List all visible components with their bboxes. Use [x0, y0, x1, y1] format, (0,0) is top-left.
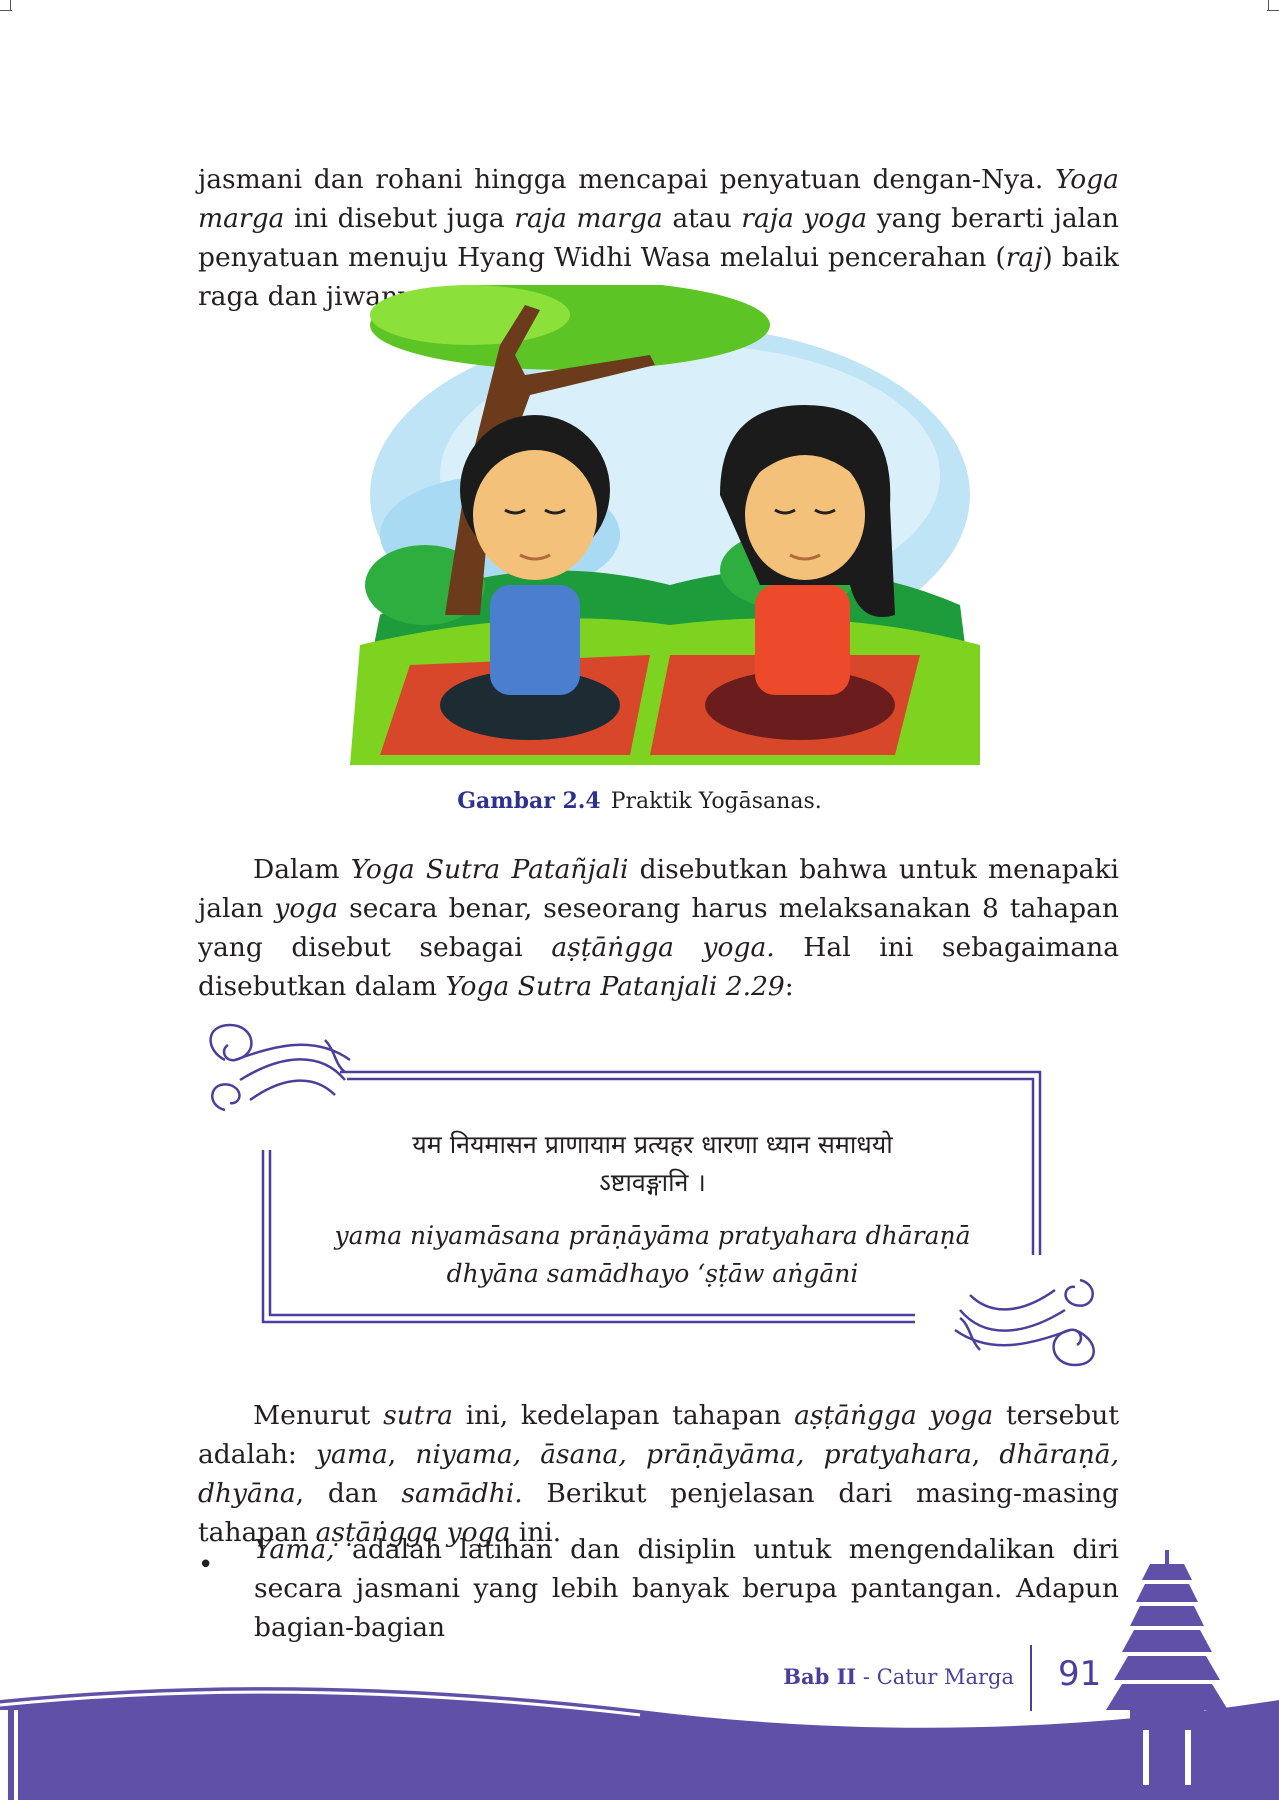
italic-term: aṣṭāṅgga yoga.: [551, 932, 774, 963]
italic-term: yama: [316, 1439, 388, 1470]
italic-term: Yoga Sutra Patanjali 2.29: [445, 971, 784, 1002]
text-run: ,: [388, 1439, 416, 1470]
footer-divider: [1030, 1645, 1032, 1711]
italic-term: raja marga: [514, 203, 662, 234]
text-run: Menurut: [253, 1400, 383, 1431]
italic-term: raja yoga: [741, 203, 867, 234]
footer-separator: -: [856, 1665, 876, 1689]
italic-term: samādhi.: [401, 1478, 522, 1509]
transliteration-line-1: yama niyamāsana prāṇāyāma pratyahara dhā…: [300, 1216, 1005, 1256]
paragraph-yoga-sutra: Dalam Yoga Sutra Patañjali disebutkan ba…: [198, 850, 1119, 1006]
page-number: 91: [1058, 1654, 1101, 1694]
text-run: Dalam: [253, 854, 351, 885]
sanskrit-verse-line-1: यम नियमासन प्राणायाम प्रत्यहर धारणा ध्या…: [300, 1125, 1005, 1165]
figure-caption-text: Praktik Yogāsanas.: [611, 789, 822, 814]
flourish-top-left: [211, 1025, 350, 1110]
italic-term: niyama, āsana, prāṇāyāma, pratyahara: [415, 1439, 971, 1470]
text-run: atau: [663, 203, 742, 234]
italic-term: raj: [1006, 242, 1043, 273]
transliteration-line-2: dhyāna samādhayo ‘ṣṭāw aṅgāni: [300, 1254, 1005, 1294]
footer-chapter: Bab II: [783, 1664, 856, 1689]
crop-mark: [0, 10, 12, 11]
crop-mark: [10, 0, 11, 10]
text-run: ini, kedelapan tahapan: [453, 1400, 794, 1431]
figure-caption: Gambar 2.4 Praktik Yogāsanas.: [0, 788, 1279, 814]
text-run: ini disebut juga: [284, 203, 514, 234]
italic-term: Yoga Sutra Patañjali: [351, 854, 629, 885]
text-run: :: [785, 971, 794, 1002]
italic-term: sutra: [383, 1400, 453, 1431]
text-run: ,: [972, 1439, 1000, 1470]
italic-term: yoga: [274, 893, 338, 924]
crop-mark: [1268, 0, 1269, 10]
text-run: , dan: [296, 1478, 402, 1509]
sanskrit-verse-line-2: ऽष्टावङ्गानि ।: [300, 1163, 1005, 1203]
crop-mark: [1267, 10, 1279, 11]
footer-title: Catur Marga: [877, 1665, 1014, 1689]
yoga-illustration: [350, 285, 980, 765]
text-run: jasmani dan rohani hingga mencapai penya…: [198, 164, 1055, 195]
paragraph-astangga: Menurut sutra ini, kedelapan tahapan aṣṭ…: [198, 1396, 1119, 1552]
italic-term: aṣṭāṅgga yoga: [794, 1400, 993, 1431]
footer-chapter-title: Bab II - Catur Marga: [783, 1664, 1014, 1689]
figure-label: Gambar 2.4: [457, 788, 600, 814]
